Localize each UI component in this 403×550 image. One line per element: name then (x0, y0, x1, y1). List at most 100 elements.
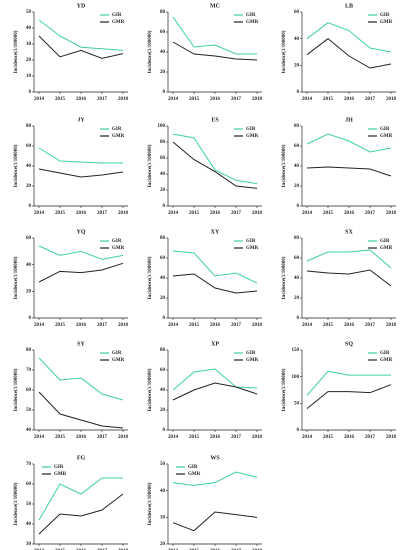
y-axis-label: Incidence(1/100000) (148, 482, 153, 525)
data-line (172, 41, 258, 61)
y-tick-label: 40 (160, 276, 166, 281)
y-axis-label: Incidence(1/100000) (148, 368, 153, 411)
chart-title: WS (210, 455, 220, 461)
x-tick-label: 2018 (118, 323, 129, 328)
legend-label: GIR (380, 351, 390, 356)
x-tick-label: 2017 (231, 97, 242, 102)
y-tick-label: 60 (26, 482, 32, 487)
x-tick-label: 2017 (231, 323, 242, 328)
data-line (38, 245, 124, 260)
y-tick-label: 30 (26, 42, 32, 47)
x-tick-label: 2016 (210, 211, 221, 216)
y-tick-label: 60 (160, 368, 166, 373)
legend-label: GMR (112, 358, 125, 363)
x-tick-label: 2015 (323, 435, 334, 440)
legend-label: GIR (188, 465, 198, 470)
y-tick-label: 40 (294, 37, 300, 42)
x-tick-label: 2018 (386, 323, 397, 328)
data-line (38, 391, 124, 429)
legend-label: GIR (112, 239, 122, 244)
y-tick-label: 70 (26, 462, 32, 467)
data-line (306, 166, 392, 177)
y-tick-label: 80 (160, 140, 166, 145)
legend-label: GIR (246, 239, 256, 244)
data-line (172, 133, 258, 185)
data-line (172, 273, 258, 294)
y-tick-label: 20 (160, 296, 166, 301)
data-line (172, 250, 258, 284)
y-tick-label: 30 (160, 515, 166, 520)
x-tick-label: 2015 (323, 211, 334, 216)
data-line (38, 262, 124, 283)
x-tick-label: 2018 (118, 435, 129, 440)
y-tick-label: 40 (26, 164, 32, 169)
x-tick-label: 2014 (168, 211, 179, 216)
y-axis-label: Incidence(1/100000) (282, 368, 287, 411)
legend-label: GMR (380, 246, 393, 251)
x-tick-label: 2017 (97, 435, 108, 440)
y-tick-label: 80 (160, 236, 166, 241)
chart-title: YD (77, 3, 86, 9)
y-axis-label: Incidence(1/100000) (14, 482, 19, 525)
y-tick-label: 20 (160, 188, 166, 193)
y-axis-label: Incidence(1/100000) (14, 368, 19, 411)
y-tick-label: 60 (160, 30, 166, 35)
data-line (38, 168, 124, 178)
y-tick-label: 0 (297, 204, 300, 209)
y-axis-label: Incidence(1/100000) (14, 256, 19, 299)
legend-label: GMR (112, 20, 125, 25)
y-tick-label: 40 (160, 172, 166, 177)
y-axis-label: Incidence(1/100000) (282, 144, 287, 187)
x-tick-label: 2016 (344, 97, 355, 102)
chart-title: SY (77, 341, 85, 347)
chart-title: LB (345, 3, 353, 9)
y-tick-label: 80 (26, 348, 32, 353)
x-tick-label: 2018 (252, 435, 263, 440)
data-line (306, 38, 392, 69)
y-tick-label: 70 (26, 368, 32, 373)
y-tick-label: 0 (297, 428, 300, 433)
chart-title: XP (211, 341, 219, 347)
x-tick-label: 2016 (210, 97, 221, 102)
chart-title: JH (345, 117, 353, 123)
y-tick-label: 80 (160, 10, 166, 15)
legend-label: GMR (246, 246, 259, 251)
y-tick-label: 50 (26, 408, 32, 413)
x-tick-label: 2016 (76, 323, 87, 328)
x-tick-label: 2017 (97, 323, 108, 328)
x-tick-label: 2018 (386, 97, 397, 102)
x-tick-label: 2014 (168, 435, 179, 440)
y-tick-label: 60 (26, 236, 32, 241)
data-line (172, 511, 258, 532)
y-tick-label: 40 (294, 164, 300, 169)
chart-title: FG (77, 455, 86, 461)
x-tick-label: 2016 (344, 435, 355, 440)
y-tick-label: 20 (160, 542, 166, 547)
x-tick-label: 2015 (189, 323, 200, 328)
x-tick-label: 2017 (97, 211, 108, 216)
y-tick-label: 0 (29, 204, 32, 209)
data-line (38, 35, 124, 59)
x-tick-label: 2018 (252, 211, 263, 216)
x-tick-label: 2016 (344, 211, 355, 216)
y-tick-label: 20 (294, 63, 300, 68)
x-tick-label: 2017 (365, 323, 376, 328)
x-tick-label: 2015 (323, 323, 334, 328)
y-tick-label: 0 (163, 428, 166, 433)
y-tick-label: 60 (294, 10, 300, 15)
y-tick-label: 20 (294, 184, 300, 189)
data-line (306, 133, 392, 153)
y-tick-label: 50 (26, 10, 32, 15)
y-tick-label: 50 (26, 502, 32, 507)
x-tick-label: 2014 (34, 211, 45, 216)
chart-title: XY (211, 229, 220, 235)
y-tick-label: 0 (163, 204, 166, 209)
y-tick-label: 60 (26, 388, 32, 393)
x-tick-label: 2015 (55, 211, 66, 216)
data-line (306, 22, 392, 53)
data-line (172, 471, 258, 486)
y-axis-label: Incidence(1/100000) (282, 30, 287, 73)
x-tick-label: 2017 (231, 211, 242, 216)
y-axis-label: Incidence(1/100000) (148, 144, 153, 187)
y-tick-label: 0 (163, 90, 166, 95)
